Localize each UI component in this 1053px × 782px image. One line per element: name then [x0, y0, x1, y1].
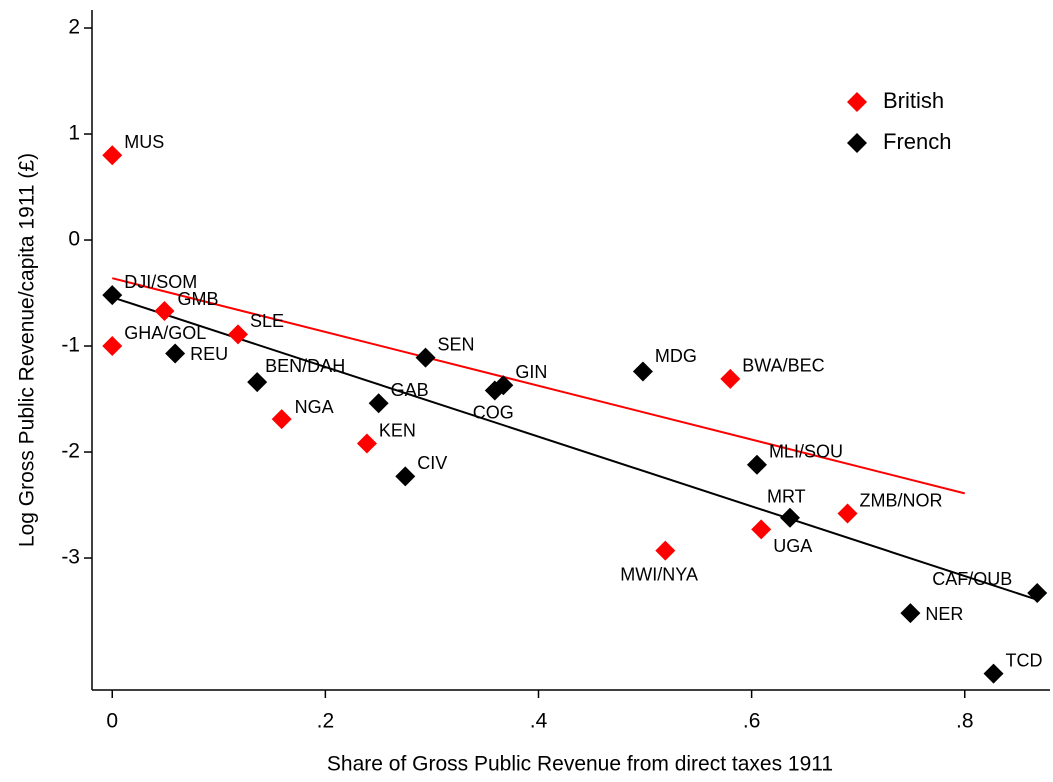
point — [746, 454, 767, 475]
point-label: TCD — [1006, 650, 1043, 670]
point-label: MUS — [124, 132, 164, 152]
legend-label: French — [883, 129, 951, 154]
y-tick-label: -2 — [61, 440, 80, 463]
point-label: GHA/GOL — [124, 323, 206, 343]
legend-label: British — [883, 88, 944, 113]
point — [632, 361, 653, 382]
x-tick-label: .4 — [530, 710, 548, 733]
y-tick-label: 0 — [68, 228, 80, 251]
point-label: MLI/SOU — [769, 441, 843, 461]
point — [368, 393, 389, 414]
legend-marker — [847, 133, 867, 153]
point — [102, 336, 123, 357]
point-label: MWI/NYA — [620, 564, 698, 584]
point-label: ZMB/NOR — [860, 490, 943, 510]
point-label: NER — [925, 604, 963, 624]
x-tick-label: 0 — [106, 710, 118, 733]
point-label: NGA — [295, 397, 334, 417]
point — [102, 285, 123, 306]
point — [655, 540, 676, 561]
point — [395, 466, 416, 487]
point — [415, 347, 436, 368]
y-axis-title: Log Gross Public Revenue/capita 1911 (£) — [16, 153, 39, 547]
y-tick-label: -3 — [61, 546, 80, 569]
point — [493, 375, 514, 396]
point-label: REU — [190, 344, 228, 364]
point — [227, 324, 248, 345]
point-label: UGA — [773, 536, 812, 556]
point-label: CIV — [417, 453, 447, 473]
point — [154, 301, 175, 322]
fit-line — [112, 277, 965, 495]
point-label: SEN — [438, 334, 475, 354]
point — [720, 368, 741, 389]
point-label: GAB — [391, 380, 429, 400]
fit-line — [111, 296, 1040, 602]
x-tick-label: .6 — [743, 710, 761, 733]
y-tick-label: 1 — [68, 122, 80, 145]
point — [779, 507, 800, 528]
point-label: BEN/DAH — [265, 356, 345, 376]
point — [983, 663, 1004, 684]
legend-marker — [847, 92, 867, 112]
point-label: BWA/BEC — [742, 356, 824, 376]
x-tick-label: .2 — [317, 710, 335, 733]
y-tick-label: 2 — [68, 16, 80, 39]
point-label: GIN — [515, 362, 547, 382]
point — [271, 409, 292, 430]
x-tick-label: .8 — [956, 710, 974, 733]
y-tick-label: -1 — [61, 334, 80, 357]
point-label: KEN — [379, 420, 416, 440]
point — [837, 503, 858, 524]
point — [751, 519, 772, 540]
point — [1027, 583, 1048, 604]
x-axis-title: Share of Gross Public Revenue from direc… — [327, 753, 833, 776]
point-label: SLE — [250, 311, 284, 331]
point — [356, 433, 377, 454]
point-label: GMB — [177, 289, 218, 309]
point-label: DJI/SOM — [124, 272, 197, 292]
point-label: COG — [473, 402, 514, 422]
point — [900, 603, 921, 624]
point-label: MDG — [655, 346, 697, 366]
point-label: CAF/OUB — [932, 569, 1012, 589]
point — [165, 343, 186, 364]
point-label: MRT — [767, 486, 806, 506]
point — [102, 145, 123, 166]
point — [247, 372, 268, 393]
